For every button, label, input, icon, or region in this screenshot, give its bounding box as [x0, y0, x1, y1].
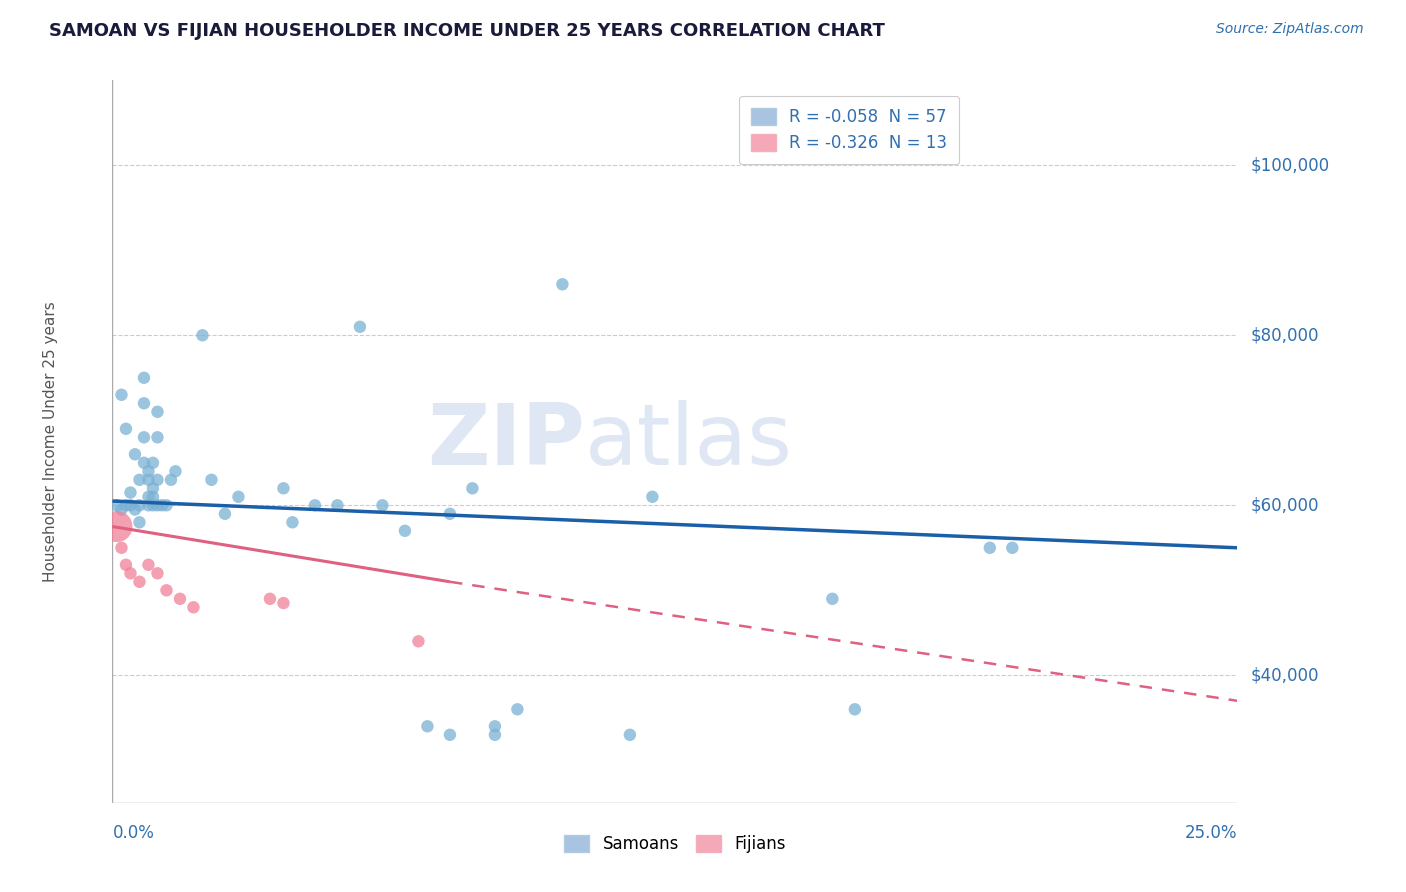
Text: $60,000: $60,000 — [1251, 496, 1319, 515]
Point — [128, 498, 150, 512]
Point — [439, 728, 461, 742]
Point — [394, 524, 416, 538]
Point — [281, 516, 304, 530]
Point — [416, 719, 439, 733]
Point — [146, 473, 169, 487]
Point — [142, 456, 165, 470]
Point — [146, 430, 169, 444]
Text: 0.0%: 0.0% — [112, 824, 155, 842]
Point — [1001, 541, 1024, 555]
Point — [115, 558, 138, 572]
Point — [120, 498, 142, 512]
Point — [138, 558, 160, 572]
Point — [128, 473, 150, 487]
Point — [169, 591, 191, 606]
Text: ZIP: ZIP — [427, 400, 585, 483]
Text: 25.0%: 25.0% — [1185, 824, 1237, 842]
Point — [146, 566, 169, 581]
Text: atlas: atlas — [585, 400, 793, 483]
Point — [132, 396, 155, 410]
Point — [160, 473, 183, 487]
Point — [138, 464, 160, 478]
Point — [439, 507, 461, 521]
Point — [461, 481, 484, 495]
Point — [124, 447, 146, 461]
Text: SAMOAN VS FIJIAN HOUSEHOLDER INCOME UNDER 25 YEARS CORRELATION CHART: SAMOAN VS FIJIAN HOUSEHOLDER INCOME UNDE… — [49, 22, 886, 40]
Point — [200, 473, 222, 487]
Point — [128, 516, 150, 530]
Point — [115, 422, 138, 436]
Point — [138, 498, 160, 512]
Point — [132, 371, 155, 385]
Point — [641, 490, 664, 504]
Point — [105, 519, 128, 533]
Text: Source: ZipAtlas.com: Source: ZipAtlas.com — [1216, 22, 1364, 37]
Point — [105, 498, 128, 512]
Text: $100,000: $100,000 — [1251, 156, 1330, 174]
Point — [304, 498, 326, 512]
Point — [228, 490, 250, 504]
Point — [142, 498, 165, 512]
Point — [120, 566, 142, 581]
Point — [142, 481, 165, 495]
Point — [128, 574, 150, 589]
Point — [273, 596, 295, 610]
Point — [979, 541, 1001, 555]
Point — [146, 498, 169, 512]
Point — [138, 473, 160, 487]
Point — [142, 490, 165, 504]
Point — [349, 319, 371, 334]
Point — [165, 464, 187, 478]
Point — [110, 541, 132, 555]
Point — [132, 430, 155, 444]
Point — [484, 728, 506, 742]
Point — [506, 702, 529, 716]
Point — [146, 405, 169, 419]
Point — [110, 388, 132, 402]
Point — [191, 328, 214, 343]
Point — [273, 481, 295, 495]
Point — [155, 498, 177, 512]
Point — [371, 498, 394, 512]
Point — [844, 702, 866, 716]
Point — [259, 591, 281, 606]
Point — [821, 591, 844, 606]
Point — [183, 600, 205, 615]
Point — [120, 485, 142, 500]
Point — [124, 502, 146, 516]
Point — [408, 634, 430, 648]
Text: $40,000: $40,000 — [1251, 666, 1319, 684]
Point — [110, 502, 132, 516]
Text: Householder Income Under 25 years: Householder Income Under 25 years — [44, 301, 58, 582]
Point — [132, 456, 155, 470]
Point — [155, 583, 177, 598]
Point — [551, 277, 574, 292]
Legend: Samoans, Fijians: Samoans, Fijians — [558, 828, 792, 860]
Point — [619, 728, 641, 742]
Point — [115, 498, 138, 512]
Point — [326, 498, 349, 512]
Point — [214, 507, 236, 521]
Point — [150, 498, 173, 512]
Point — [138, 490, 160, 504]
Point — [484, 719, 506, 733]
Text: $80,000: $80,000 — [1251, 326, 1319, 344]
